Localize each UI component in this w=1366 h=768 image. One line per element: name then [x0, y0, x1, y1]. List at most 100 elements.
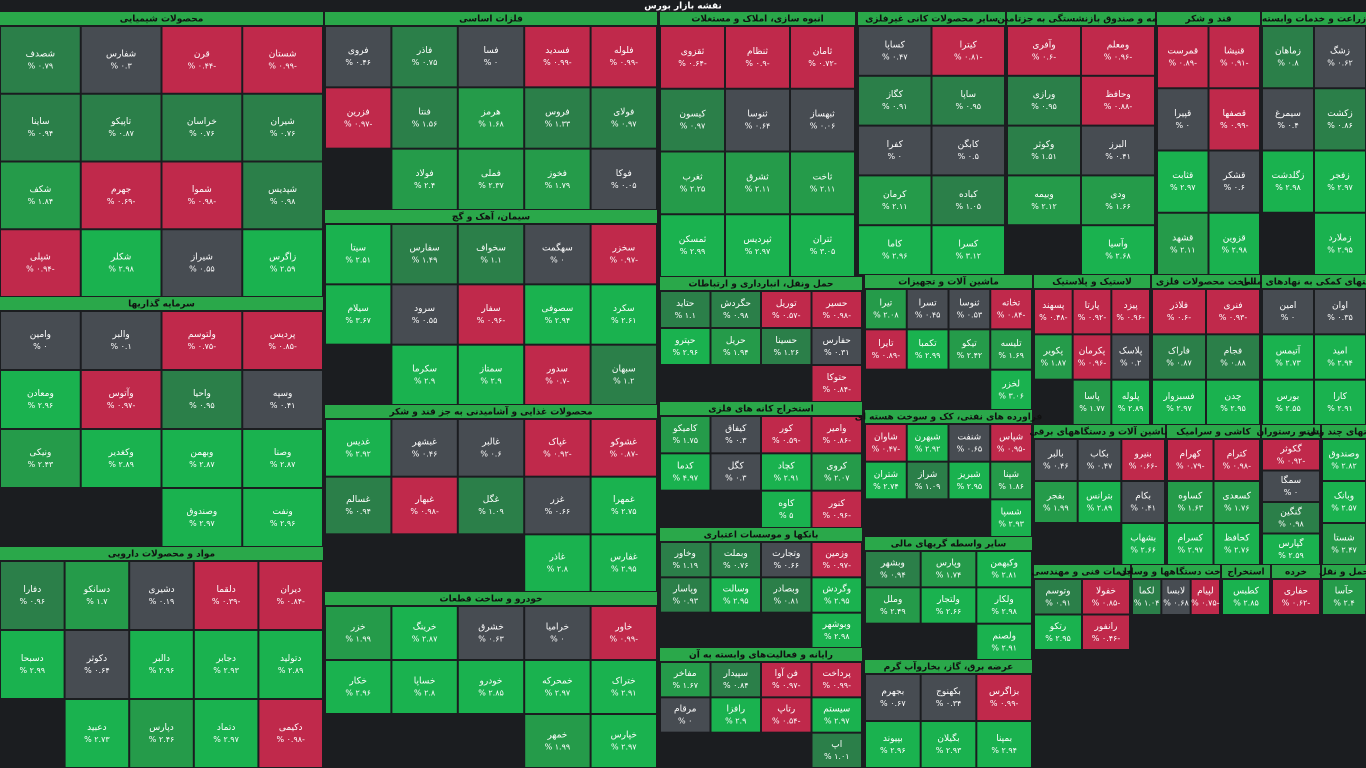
stock-symbol: فزرین	[347, 108, 370, 118]
stock-cell	[590, 606, 657, 660]
sector-name: فلزات اساسی	[459, 15, 523, 25]
stock-symbol: ثتران	[813, 235, 833, 245]
stock-cell	[524, 534, 591, 592]
stock-symbol: کیفاق	[725, 424, 747, 434]
stock-cell	[1072, 289, 1112, 335]
stock-symbol: ولتجار	[936, 595, 960, 605]
stock-cell	[161, 229, 243, 297]
stock-symbol: کساوه	[1178, 492, 1203, 502]
stock-change: -۰.۵۹ %	[772, 436, 801, 445]
stock-cell	[391, 224, 458, 285]
sector-name: قند و شکر	[1184, 15, 1231, 25]
stock-symbol: رافزا	[726, 705, 745, 715]
stock-change: ۲.۷۴ %	[873, 482, 899, 491]
stock-symbol: قزوین	[1223, 233, 1246, 243]
stock-change: -۰.۹ %	[745, 59, 769, 68]
stock-cell	[865, 329, 907, 370]
stock-change: ۱.۵۶ %	[412, 120, 438, 129]
stock-change: ۲.۹۸ %	[1221, 245, 1247, 254]
stock-symbol: شیران	[270, 117, 294, 127]
stock-change: -۰.۴۴ %	[188, 61, 217, 70]
stock-symbol: فروی	[348, 46, 369, 56]
stock-cell	[524, 26, 591, 88]
stock-cell	[391, 660, 458, 714]
stock-cell	[906, 424, 949, 462]
stock-change: ۰.۸۱ %	[773, 597, 799, 606]
stock-cell	[161, 429, 243, 488]
stock-cell	[660, 328, 711, 365]
stock-cell	[790, 214, 855, 277]
stock-cell	[161, 161, 243, 230]
stock-symbol: وسپه	[273, 389, 292, 399]
sector-name: خرده	[1285, 568, 1307, 578]
stock-symbol: وتوسم	[1045, 586, 1070, 596]
stock-change: -۰.۵۷ %	[772, 311, 801, 320]
stock-change: ۲.۹۷ %	[1170, 183, 1196, 192]
stock-change: -۰.۹۲ %	[543, 449, 572, 458]
stock-change: -۰.۹۸ %	[1223, 462, 1252, 471]
stock-cell	[1314, 379, 1366, 425]
stock-symbol: لخزر	[1001, 379, 1020, 389]
stock-symbol: کگل	[728, 460, 745, 472]
stock-cell	[161, 93, 243, 162]
stock-cell	[990, 289, 1032, 330]
stock-change: ۲.۸۷ %	[189, 460, 215, 469]
stock-symbol: کروی	[826, 462, 847, 472]
stock-cell	[161, 311, 243, 370]
stock-cell	[1034, 289, 1073, 335]
stock-cell	[1272, 579, 1320, 615]
stock-change: ۰.۹۵ %	[1031, 102, 1057, 111]
stock-symbol: ثپردیس	[743, 235, 772, 245]
stock-cell	[193, 630, 259, 699]
stock-change: -۰.۸۹ %	[872, 351, 901, 360]
stock-cell	[80, 229, 162, 297]
stock-symbol: وامیر	[826, 424, 846, 434]
stock-symbol: وملل	[883, 595, 902, 605]
stock-change: -۰.۶ %	[1032, 52, 1056, 61]
sector-header	[1167, 425, 1260, 438]
stock-symbol: غبهار	[414, 495, 434, 505]
stock-cell	[1262, 26, 1314, 89]
stock-cell	[948, 424, 991, 462]
stock-change: ۲.۹۵ %	[723, 597, 749, 606]
stock-cell	[325, 419, 392, 477]
stock-change: ۰.۸۶ %	[1327, 121, 1353, 130]
stock-change: -۰.۶۲ %	[1282, 599, 1311, 608]
stock-cell	[710, 416, 761, 454]
stock-symbol: شتران	[874, 470, 898, 480]
stock-change: ۰.۶۳ %	[478, 635, 504, 644]
sector-header	[660, 528, 862, 541]
stock-symbol: تسرا	[919, 299, 937, 309]
stock-change: ۰.۱۹ %	[149, 597, 175, 606]
stock-change: ۰ %	[33, 342, 47, 351]
stock-change: ۲.۹۵ %	[611, 565, 637, 574]
stock-symbol: بپیوند	[883, 734, 903, 744]
stock-change: ۱.۶۷ %	[672, 681, 698, 690]
stock-change: ۰.۴۷ %	[882, 52, 908, 61]
stock-cell	[242, 161, 323, 230]
stock-cell	[761, 490, 812, 528]
stock-symbol: دفارا	[23, 585, 41, 595]
stock-change: ۲.۴۶ %	[149, 735, 175, 744]
stock-cell	[761, 577, 812, 613]
stock-symbol: قشکر	[1222, 171, 1245, 181]
stock-symbol: ولتوسم	[188, 330, 216, 340]
stock-change: ۰.۴۶ %	[412, 449, 438, 458]
stock-cell	[1262, 379, 1314, 425]
stock-cell	[1314, 88, 1366, 151]
stock-symbol: غبشهر	[411, 437, 437, 447]
stock-cell	[1208, 150, 1260, 213]
stock-symbol: ثنوسا	[959, 299, 980, 309]
stock-change: ۰.۹۸ %	[270, 197, 296, 206]
stock-symbol: وخاور	[674, 549, 696, 559]
stock-cell	[710, 291, 761, 328]
stock-change: ۰.۳۵ %	[1327, 313, 1353, 322]
stock-cell	[660, 697, 711, 733]
sector-name: ساخت محصولات فلزی	[1156, 278, 1256, 288]
stock-symbol: کگاز	[886, 88, 904, 100]
stock-symbol: کرمان	[883, 190, 907, 200]
stock-cell	[590, 534, 657, 592]
stock-symbol: شموا	[192, 185, 212, 195]
stock-symbol: وبانک	[1334, 492, 1354, 502]
stock-symbol: شنفت	[958, 432, 982, 442]
